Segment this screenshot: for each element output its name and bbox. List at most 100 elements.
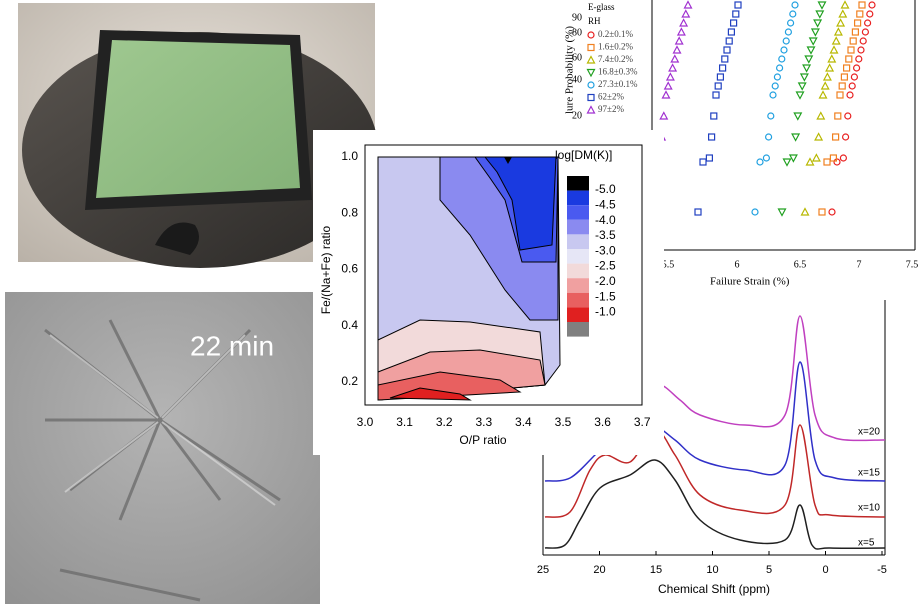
colorbar-title: log[DM(K)] — [555, 148, 612, 162]
marker — [782, 37, 790, 45]
marker — [767, 112, 775, 120]
y-tick-label: 0.4 — [341, 318, 358, 332]
micrograph: 22 min — [5, 292, 320, 604]
legend-title: E-glass — [588, 2, 615, 12]
marker — [789, 10, 797, 18]
colorbar-label: -4.0 — [595, 213, 616, 227]
x-tick-label: 7.5 — [906, 259, 919, 270]
x-tick-label: 5 — [766, 564, 772, 576]
x-axis-label: O/P ratio — [459, 433, 506, 447]
marker — [847, 46, 855, 54]
marker — [842, 64, 851, 72]
marker — [782, 158, 792, 167]
marker — [849, 37, 857, 45]
marker — [674, 36, 684, 45]
marker — [716, 73, 725, 81]
marker — [813, 19, 823, 28]
legend-entry: 97±2% — [598, 104, 624, 114]
colorbar-label: -2.0 — [595, 274, 616, 288]
marker — [836, 91, 844, 99]
x-tick-label: 6.5 — [794, 259, 807, 270]
marker — [868, 1, 876, 9]
marker — [829, 154, 838, 162]
legend-entry: 27.3±0.1% — [598, 79, 638, 89]
x-axis-label: Failure Strain (%) — [710, 276, 790, 288]
marker — [694, 208, 702, 216]
marker — [586, 105, 596, 114]
marker — [846, 91, 854, 99]
marker — [834, 112, 842, 120]
marker — [586, 68, 596, 78]
marker — [841, 133, 850, 141]
x-tick-label: 3.1 — [396, 415, 413, 429]
marker — [683, 0, 693, 9]
marker — [762, 154, 771, 162]
x-tick-label: 3.7 — [634, 415, 651, 429]
marker — [845, 55, 853, 63]
marker — [815, 10, 825, 19]
marker — [851, 28, 860, 36]
marker — [836, 18, 846, 27]
marker — [853, 19, 862, 27]
y-tick-label: 60 — [572, 52, 582, 63]
colorbar-swatch — [567, 278, 589, 293]
marker — [840, 73, 849, 81]
y-axis-label: lure Probability (%) — [564, 26, 576, 114]
marker — [786, 19, 795, 27]
marker — [769, 91, 777, 99]
marker — [805, 157, 815, 166]
marker — [784, 28, 793, 36]
marker — [587, 93, 595, 102]
colorbar-swatch — [567, 322, 589, 337]
series-label: x=5 — [858, 538, 875, 549]
marker — [756, 158, 764, 166]
marker — [777, 208, 787, 217]
marker — [723, 46, 731, 54]
marker — [714, 82, 722, 90]
marker — [587, 31, 595, 39]
marker — [799, 73, 809, 82]
colorbar-label: -3.0 — [595, 243, 616, 257]
marker — [818, 208, 826, 216]
marker — [858, 1, 866, 9]
x-tick-label: 10 — [706, 564, 718, 576]
marker — [670, 54, 680, 63]
marker — [780, 46, 788, 54]
marker — [727, 28, 736, 36]
marker — [800, 207, 810, 216]
marker — [699, 158, 707, 166]
marker — [705, 154, 714, 162]
colorbar-swatch — [567, 249, 589, 264]
legend-entry: 16.8±0.3% — [598, 67, 638, 77]
marker — [818, 90, 828, 99]
marker — [707, 133, 716, 141]
marker — [797, 82, 807, 91]
marker — [844, 112, 852, 120]
marker — [793, 112, 803, 121]
x-tick-label: 6 — [735, 259, 740, 270]
x-tick-label: 3.0 — [357, 415, 374, 429]
marker — [828, 208, 836, 216]
marker — [729, 19, 738, 27]
colorbar-label: -1.5 — [595, 289, 616, 303]
colorbar-swatch — [567, 205, 589, 220]
y-tick-label: 80 — [572, 27, 582, 38]
marker — [848, 82, 856, 90]
marker — [795, 91, 805, 100]
marker — [825, 63, 835, 72]
marker — [827, 54, 837, 63]
colorbar-swatch — [567, 190, 589, 206]
marker — [659, 111, 669, 120]
marker — [710, 112, 718, 120]
x-tick-label: 25 — [537, 564, 549, 576]
marker — [822, 72, 832, 81]
marker — [773, 73, 782, 81]
marker — [681, 9, 691, 18]
marker — [791, 1, 799, 9]
marker — [839, 154, 848, 162]
sample-photo — [18, 3, 378, 268]
legend-entry: 0.2±0.1% — [598, 29, 633, 39]
marker — [751, 208, 759, 216]
legend-entry: 7.4±0.2% — [598, 54, 633, 64]
